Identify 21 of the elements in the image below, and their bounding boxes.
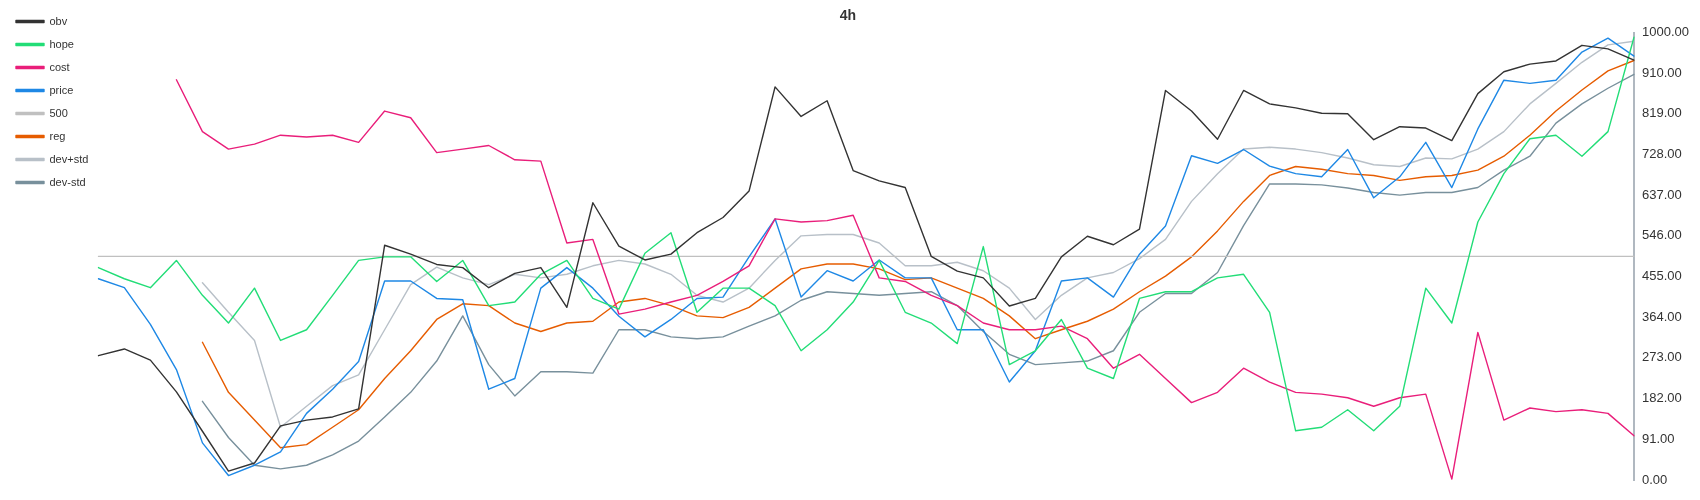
y-tick-label: 182.00 <box>1642 390 1682 406</box>
legend-label: dev+std <box>49 152 89 165</box>
y-tick-label: 819.00 <box>1642 105 1682 121</box>
y-tick-label: 455.00 <box>1642 268 1682 284</box>
legend-label: cost <box>49 60 70 73</box>
y-tick-label: 546.00 <box>1642 227 1682 243</box>
legend-label: price <box>49 83 74 96</box>
y-tick-label: 637.00 <box>1642 186 1682 202</box>
chart-title: 4h <box>839 7 857 24</box>
y-tick-label: 1000.00 <box>1642 24 1690 40</box>
y-tick-label: 910.00 <box>1642 64 1682 80</box>
y-tick-label: 0.00 <box>1642 471 1668 487</box>
y-tick-label: 273.00 <box>1642 349 1682 365</box>
y-tick-label: 364.00 <box>1642 308 1682 324</box>
legend-label: hope <box>49 37 74 50</box>
y-tick-label: 91.00 <box>1642 430 1675 446</box>
y-tick-label: 728.00 <box>1642 146 1682 162</box>
legend-label: reg <box>49 129 66 142</box>
legend-label: dev-std <box>49 175 86 188</box>
legend-label: obv <box>49 14 68 27</box>
legend-label: 500 <box>49 106 68 119</box>
